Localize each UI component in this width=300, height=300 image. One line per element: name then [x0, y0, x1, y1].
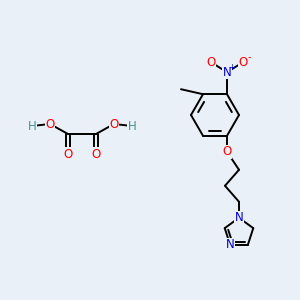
- Text: -: -: [247, 52, 251, 62]
- Text: H: H: [128, 119, 136, 133]
- Text: O: O: [45, 118, 55, 130]
- Text: O: O: [206, 56, 216, 69]
- Text: O: O: [222, 145, 232, 158]
- Text: O: O: [63, 148, 73, 160]
- Text: +: +: [229, 63, 236, 72]
- Text: O: O: [92, 148, 100, 160]
- Text: N: N: [226, 238, 235, 251]
- Text: O: O: [238, 56, 247, 69]
- Text: N: N: [235, 211, 243, 224]
- Text: O: O: [110, 118, 118, 130]
- Text: N: N: [223, 66, 231, 79]
- Text: H: H: [28, 119, 36, 133]
